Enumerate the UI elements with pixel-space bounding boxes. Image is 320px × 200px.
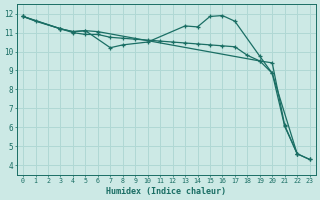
- X-axis label: Humidex (Indice chaleur): Humidex (Indice chaleur): [106, 187, 226, 196]
